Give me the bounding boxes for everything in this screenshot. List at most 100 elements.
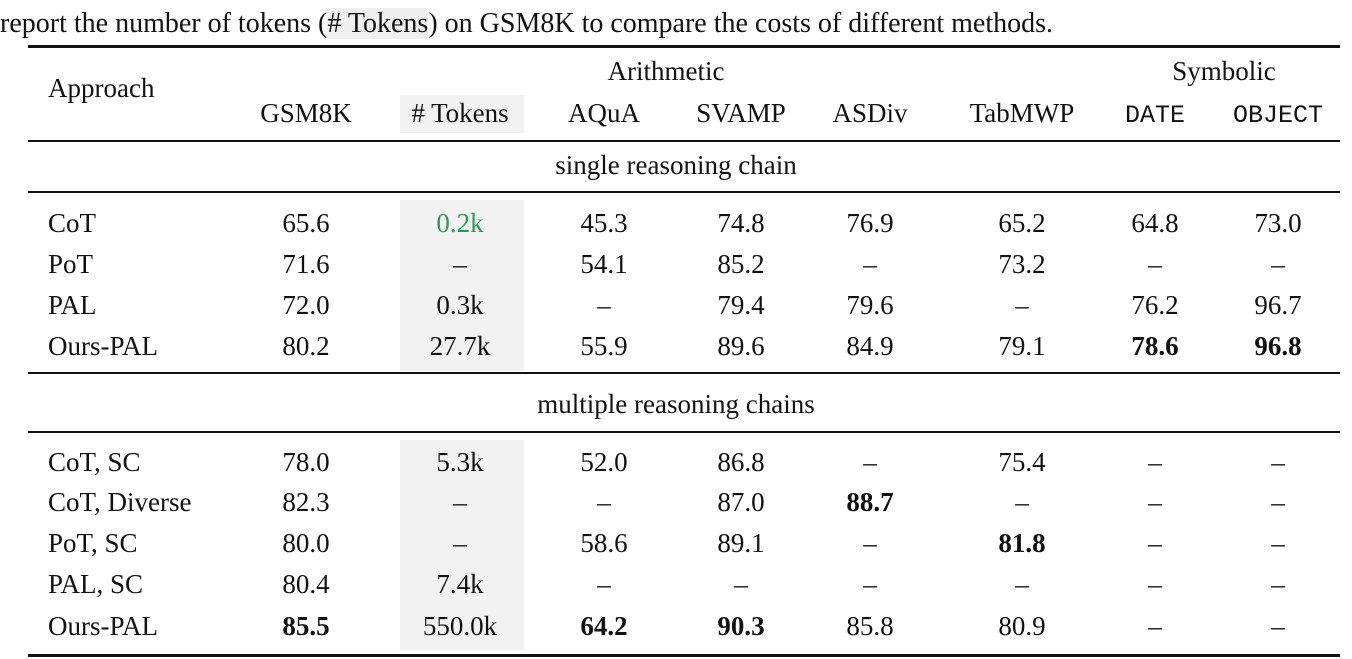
score-cell: 85.5 <box>282 611 330 641</box>
score-cell: – <box>1271 611 1285 641</box>
score-cell: 89.1 <box>717 528 765 558</box>
tokens-cell: 0.3k <box>436 290 484 320</box>
score-cell: 78.6 <box>1131 331 1179 361</box>
score-cell: 74.8 <box>717 208 765 238</box>
score-cell: – <box>1271 447 1285 477</box>
tokens-cell: – <box>453 249 467 279</box>
score-cell: 79.6 <box>846 290 894 320</box>
score-cell: 73.0 <box>1254 208 1302 238</box>
score-cell: – <box>597 569 611 599</box>
header-rule <box>28 140 1340 142</box>
tokens-cell: 550.0k <box>422 611 498 641</box>
score-cell: – <box>1271 569 1285 599</box>
score-cell: – <box>1271 528 1285 558</box>
tokens-cell: – <box>453 528 467 558</box>
tokens-header-shade <box>400 95 524 133</box>
column-header: GSM8K <box>260 98 352 128</box>
score-cell: 82.3 <box>282 487 330 517</box>
section-label: single reasoning chain <box>555 150 797 180</box>
score-cell: 65.2 <box>998 208 1046 238</box>
score-cell: 80.4 <box>282 569 330 599</box>
score-cell: 85.2 <box>717 249 765 279</box>
score-cell: – <box>1015 290 1029 320</box>
approach-cell: CoT, Diverse <box>48 487 192 517</box>
caption-text-end: ) on GSM8K to compare the costs of diffe… <box>428 8 1054 39</box>
approach-cell: Ours-PAL <box>48 331 159 361</box>
score-cell: – <box>1271 487 1285 517</box>
column-header: OBJECT <box>1232 101 1324 130</box>
score-cell: 89.6 <box>717 331 765 361</box>
score-cell: 45.3 <box>580 208 628 238</box>
score-cell: 58.6 <box>580 528 628 558</box>
approach-cell: CoT, SC <box>48 447 141 477</box>
score-cell: 71.6 <box>282 249 330 279</box>
score-cell: 64.2 <box>580 611 628 641</box>
column-header: SVAMP <box>696 98 786 128</box>
score-cell: 80.0 <box>282 528 330 558</box>
score-cell: – <box>1148 447 1162 477</box>
tokens-column-shade <box>400 200 524 371</box>
score-cell: – <box>1148 528 1162 558</box>
score-cell: 64.8 <box>1131 208 1179 238</box>
caption-text: report the number of tokens ( <box>0 8 328 39</box>
score-cell: – <box>1015 487 1029 517</box>
caption-highlight: # Tokens <box>327 8 429 39</box>
column-header: AQuA <box>568 98 640 128</box>
column-header: TabMWP <box>969 98 1075 128</box>
score-cell: – <box>863 528 877 558</box>
score-cell: 86.8 <box>717 447 765 477</box>
column-header: DATE <box>1124 101 1186 130</box>
score-cell: – <box>1148 611 1162 641</box>
column-header: ASDiv <box>832 98 908 128</box>
score-cell: 88.7 <box>846 487 894 517</box>
score-cell: 72.0 <box>282 290 330 320</box>
header-group-symbolic: Symbolic <box>1172 56 1276 86</box>
header-group-arithmetic: Arithmetic <box>607 56 725 86</box>
score-cell: 80.9 <box>998 611 1046 641</box>
score-cell: – <box>1148 487 1162 517</box>
score-cell: 55.9 <box>580 331 628 361</box>
score-cell: – <box>1148 569 1162 599</box>
score-cell: 87.0 <box>717 487 765 517</box>
score-cell: – <box>734 569 748 599</box>
score-cell: 90.3 <box>717 611 765 641</box>
score-cell: 52.0 <box>580 447 628 477</box>
score-cell: – <box>863 569 877 599</box>
score-cell: 76.9 <box>846 208 894 238</box>
score-cell: 65.6 <box>282 208 330 238</box>
approach-cell: PAL, SC <box>48 569 144 599</box>
tokens-cell: – <box>453 487 467 517</box>
top-rule <box>28 45 1340 48</box>
score-cell: 85.8 <box>846 611 894 641</box>
score-cell: 96.7 <box>1254 290 1302 320</box>
score-cell: 80.2 <box>282 331 330 361</box>
column-header: # Tokens <box>411 98 509 128</box>
score-cell: – <box>1271 249 1285 279</box>
score-cell: 79.1 <box>998 331 1046 361</box>
approach-cell: PAL <box>48 290 97 320</box>
approach-cell: Ours-PAL <box>48 611 159 641</box>
score-cell: – <box>1148 249 1162 279</box>
approach-cell: PoT, SC <box>48 528 138 558</box>
score-cell: 96.8 <box>1254 331 1302 361</box>
table-caption: report the number of tokens (# Tokens) o… <box>0 8 1053 40</box>
score-cell: – <box>863 447 877 477</box>
section-rule <box>28 191 1340 193</box>
approach-cell: CoT <box>48 208 97 238</box>
tokens-cell: 27.7k <box>429 331 491 361</box>
header-approach: Approach <box>48 73 155 103</box>
score-cell: 84.9 <box>846 331 894 361</box>
bottom-rule <box>28 654 1340 657</box>
section-rule <box>28 372 1340 374</box>
score-cell: – <box>863 249 877 279</box>
score-cell: 81.8 <box>998 528 1046 558</box>
score-cell: – <box>597 487 611 517</box>
score-cell: – <box>597 290 611 320</box>
score-cell: 79.4 <box>717 290 765 320</box>
score-cell: – <box>1015 569 1029 599</box>
score-cell: 73.2 <box>998 249 1046 279</box>
score-cell: 76.2 <box>1131 290 1179 320</box>
approach-cell: PoT <box>48 249 94 279</box>
score-cell: 75.4 <box>998 447 1046 477</box>
score-cell: 54.1 <box>580 249 628 279</box>
